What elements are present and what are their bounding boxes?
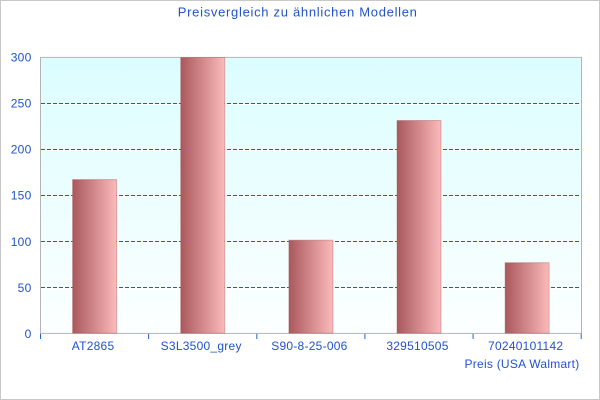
svg-text:200: 200 [11,143,32,157]
svg-text:100: 100 [11,235,32,249]
svg-text:70240101142: 70240101142 [488,339,563,353]
svg-text:Preisvergleich zu ähnlichen Mo: Preisvergleich zu ähnlichen Modellen [178,4,418,19]
svg-text:329510505: 329510505 [386,339,448,353]
svg-text:S3L3500_grey: S3L3500_grey [161,339,242,353]
svg-text:AT2865: AT2865 [72,339,115,353]
svg-text:Preis (USA Walmart): Preis (USA Walmart) [465,357,580,371]
svg-text:0: 0 [25,327,32,341]
svg-text:S90-8-25-006: S90-8-25-006 [271,339,347,353]
svg-text:300: 300 [11,50,32,64]
svg-text:50: 50 [18,281,32,295]
svg-text:250: 250 [11,97,32,111]
svg-text:150: 150 [11,189,32,203]
